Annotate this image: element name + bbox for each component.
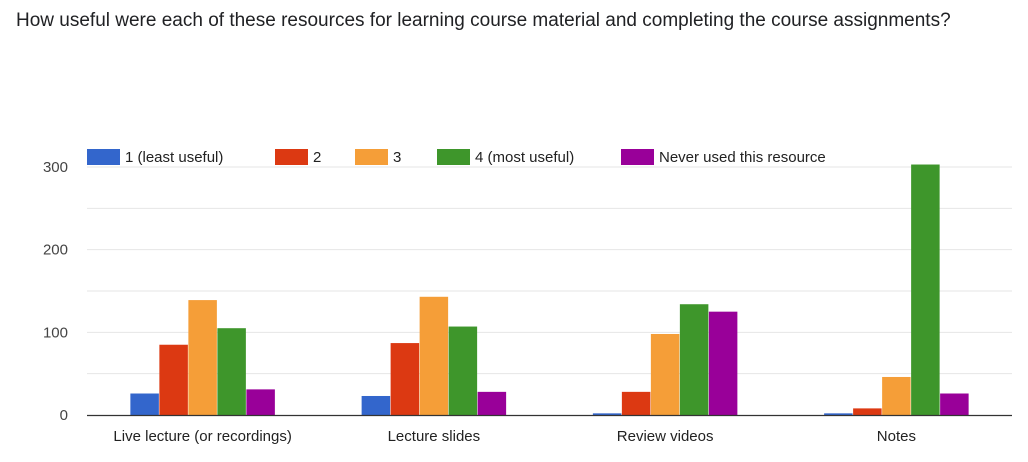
bar [621,391,651,415]
bar [911,164,940,415]
legend-label: 2 [313,149,321,166]
bar [824,413,853,415]
legend: 1 (least useful) 2 3 4 (most useful) Never u… [87,149,826,166]
gridlines [87,166,1012,375]
bar [477,391,507,415]
legend-swatch [275,149,308,165]
y-tick-label: 200 [43,242,68,259]
y-tick-label: 100 [43,324,68,341]
y-tick-label: 300 [43,159,68,176]
legend-label: 3 [393,149,401,166]
x-category-label: Review videos [617,428,714,445]
bar [448,326,478,415]
bar [679,304,709,415]
bar [361,395,391,415]
bar [882,376,911,415]
legend-label: 1 (least useful) [125,149,223,166]
legend-label: 4 (most useful) [475,149,574,166]
legend-swatch [87,149,120,165]
bar [246,389,275,415]
bar [592,413,622,415]
legend-swatch [621,149,654,165]
question-title: How useful were each of these resources … [16,10,951,31]
bars [130,164,969,415]
bar [419,296,449,415]
x-axis-categories: Live lecture (or recordings) Lecture slid… [113,428,916,445]
bar [853,408,882,415]
legend-swatch [437,149,470,165]
bar [217,328,246,415]
bar [188,300,217,415]
bar [159,344,188,415]
bar [390,343,420,415]
x-category-label: Notes [877,428,916,445]
bar [708,311,738,415]
bar [650,333,680,415]
bar [130,393,159,415]
y-tick-label: 0 [60,407,68,424]
legend-swatch [355,149,388,165]
legend-label: Never used this resource [659,149,826,166]
x-category-label: Lecture slides [388,428,481,445]
y-axis-ticks: 0 100 200 300 [43,159,68,424]
x-category-label: Live lecture (or recordings) [113,428,291,445]
bar [940,393,969,415]
